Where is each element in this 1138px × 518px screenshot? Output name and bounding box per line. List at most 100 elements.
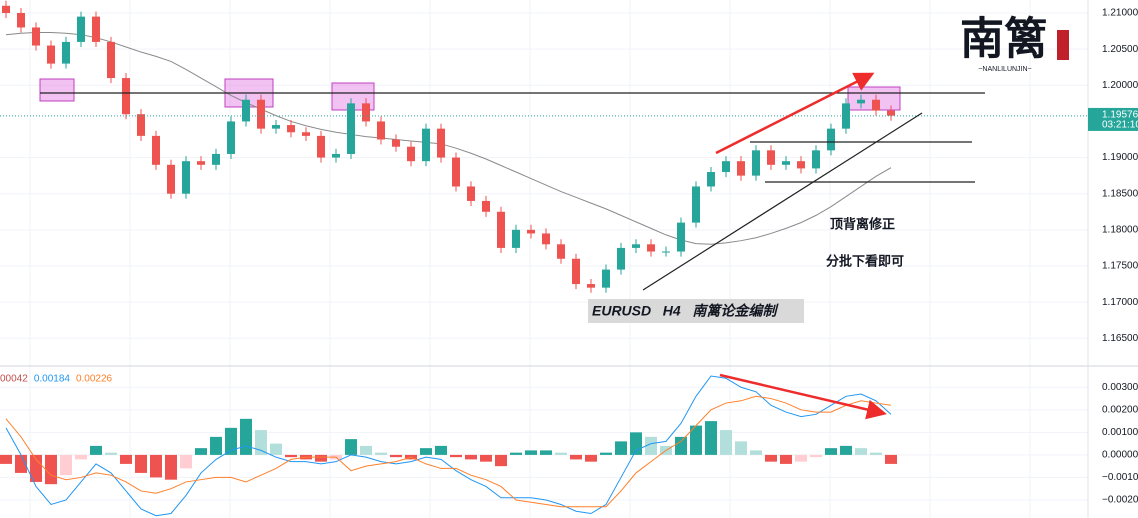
histogram-bar: [315, 454, 327, 462]
histogram-bar: [510, 452, 522, 455]
histogram-bar: [705, 421, 717, 455]
histogram-bar: [30, 454, 42, 482]
histogram-bar: [525, 450, 537, 455]
histogram-bar: [420, 448, 432, 455]
candle-body: [272, 125, 280, 129]
title-box: [588, 299, 804, 323]
histogram-bar: [720, 430, 732, 455]
price-tag: [1088, 107, 1138, 131]
candle-body: [572, 258, 580, 285]
histogram-bar: [675, 436, 687, 455]
candle-body: [632, 244, 640, 248]
candle-body: [257, 99, 265, 129]
histogram-bar: [195, 448, 207, 455]
candle-body: [137, 114, 145, 136]
chart-title: EURUSD H4 南篱论金编制: [592, 303, 779, 319]
histogram-bar: [690, 425, 702, 455]
candle-body: [767, 150, 775, 165]
y-tick-label: 0.00100: [1102, 427, 1138, 438]
y-tick-label: 0.00000: [1102, 450, 1138, 461]
annotation: 分批下看即可: [826, 253, 904, 268]
legend-value: 00042: [0, 374, 28, 385]
histogram-bar: [435, 445, 447, 455]
histogram-bar: [615, 441, 627, 455]
candle-body: [152, 135, 160, 165]
candle-body: [377, 121, 385, 140]
histogram-bar: [240, 418, 252, 455]
histogram-bar: [150, 454, 162, 478]
histogram-bar: [165, 454, 177, 480]
candle-body: [482, 200, 490, 212]
candle-body: [587, 284, 595, 288]
y-tick-label: 1.20000: [1102, 80, 1138, 91]
histogram-bar: [270, 443, 282, 455]
histogram-bar: [255, 430, 267, 455]
highlight-box: [39, 78, 75, 102]
candle-body: [827, 128, 835, 151]
candle-body: [887, 110, 895, 116]
candle-body: [452, 157, 460, 187]
legend-value: 0.00184: [34, 374, 71, 385]
histogram-bar: [90, 445, 102, 455]
candle-body: [752, 150, 760, 176]
y-tick-label: 1.19000: [1102, 152, 1138, 163]
candle-body: [812, 150, 820, 169]
candle-body: [17, 13, 25, 28]
histogram-bar: [870, 452, 882, 455]
histogram-bar: [15, 454, 27, 473]
y-tick-label: 1.17000: [1102, 297, 1138, 308]
candle-body: [302, 132, 310, 136]
histogram-bar: [45, 454, 57, 485]
signal-line: [5, 395, 892, 508]
histogram-bar: [780, 454, 792, 464]
histogram-bar: [630, 432, 642, 455]
candle-body: [47, 45, 55, 64]
candle-body: [227, 121, 235, 154]
histogram-bar: [480, 454, 492, 462]
histogram-bar: [585, 454, 597, 462]
candle-body: [332, 153, 340, 158]
trend-line: [642, 112, 923, 291]
candle-body: [422, 128, 430, 162]
histogram-bar: [465, 454, 477, 460]
candle-body: [797, 161, 805, 169]
candle-body: [662, 251, 670, 253]
y-tick-label: 1.18500: [1102, 188, 1138, 199]
macd-line: [5, 375, 892, 517]
candle-body: [197, 161, 205, 165]
candle-body: [167, 164, 175, 194]
candle-body: [437, 128, 445, 158]
histogram-bar: [360, 445, 372, 455]
y-tick-label: 1.16500: [1102, 333, 1138, 344]
histogram-bar: [750, 450, 762, 455]
moving-average: [5, 32, 892, 245]
histogram-bar: [855, 448, 867, 455]
candle-body: [362, 103, 370, 122]
candle-body: [542, 233, 550, 245]
drawings: [40, 92, 985, 291]
candle-body: [692, 186, 700, 223]
candle-body: [62, 41, 70, 64]
histogram-bar: [555, 452, 567, 455]
candle-body: [782, 161, 790, 165]
candle-body: [242, 99, 250, 122]
candle-body: [677, 222, 685, 252]
y-tick-label: −0.00100: [1102, 472, 1138, 483]
candle-body: [392, 139, 400, 147]
logo-title: 南篱: [960, 14, 1048, 65]
logo-seal: [1057, 30, 1069, 60]
candle-body: [707, 172, 715, 187]
histogram-bar: [810, 454, 822, 458]
candle-body: [512, 229, 520, 248]
histogram-bar: [225, 427, 237, 455]
divergence-arrow: [719, 373, 887, 420]
candle-body: [722, 161, 730, 173]
annotation: 顶背离修正: [830, 216, 895, 231]
candle-body: [647, 244, 655, 252]
histogram-bar: [375, 452, 387, 455]
countdown-label: 03:21:10: [1102, 120, 1138, 131]
candle-body: [212, 153, 220, 165]
y-tick-label: 0.00200: [1102, 404, 1138, 415]
grid-layer: [0, 12, 1088, 501]
